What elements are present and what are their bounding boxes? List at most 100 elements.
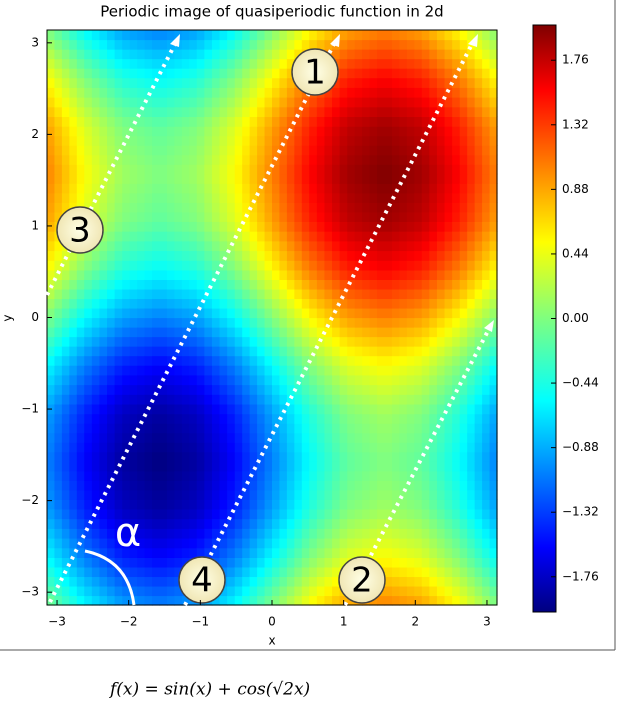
heatmap-cell xyxy=(99,269,108,281)
heatmap-cell xyxy=(249,288,258,300)
heatmap-cell xyxy=(174,202,183,213)
heatmap-cell xyxy=(377,106,386,118)
heatmap-cell xyxy=(257,355,266,366)
heatmap-cell xyxy=(414,537,423,549)
heatmap-cell xyxy=(421,374,430,386)
heatmap-cell xyxy=(249,595,258,606)
heatmap-cell xyxy=(399,192,408,203)
heatmap-cell xyxy=(257,288,266,300)
heatmap-cell xyxy=(249,39,258,50)
heatmap-cell xyxy=(211,470,221,481)
heatmap-cell xyxy=(384,58,393,69)
heatmap-cell xyxy=(47,97,56,108)
heatmap-cell xyxy=(129,39,138,50)
heatmap-cell xyxy=(309,221,318,232)
heatmap-cell xyxy=(399,183,408,194)
heatmap-cell xyxy=(249,528,258,539)
heatmap-cell xyxy=(467,164,476,175)
heatmap-cell xyxy=(444,508,453,520)
heatmap-cell xyxy=(272,442,281,453)
heatmap-cell xyxy=(391,566,400,578)
heatmap-cell xyxy=(196,279,205,290)
heatmap-cell xyxy=(452,221,461,232)
heatmap-cell xyxy=(129,126,138,137)
heatmap-cell xyxy=(286,336,295,347)
heatmap-cell xyxy=(174,269,183,281)
heatmap-cell xyxy=(339,461,348,472)
heatmap-cell xyxy=(47,164,56,175)
heatmap-cell xyxy=(242,451,251,462)
heatmap-cell xyxy=(137,336,146,347)
heatmap-cell xyxy=(354,374,363,386)
heatmap-cell xyxy=(399,432,408,443)
heatmap-cell xyxy=(474,346,483,357)
heatmap-cell xyxy=(474,269,483,281)
heatmap-cell xyxy=(421,566,430,578)
heatmap-cell xyxy=(489,154,498,165)
heatmap-cell xyxy=(54,317,63,328)
heatmap-cell xyxy=(76,307,85,319)
heatmap-cell xyxy=(467,317,476,328)
heatmap-cell xyxy=(324,202,333,213)
heatmap-cell xyxy=(286,566,295,578)
heatmap-cell xyxy=(166,317,175,328)
heatmap-cell xyxy=(286,164,295,175)
heatmap-cell xyxy=(339,384,348,395)
heatmap-cell xyxy=(279,269,288,281)
heatmap-cell xyxy=(137,288,146,300)
heatmap-cell xyxy=(204,346,213,357)
heatmap-cell xyxy=(301,106,310,118)
heatmap-cell xyxy=(91,39,101,50)
heatmap-cell xyxy=(377,49,386,60)
heatmap-cell xyxy=(54,126,63,137)
heatmap-cell xyxy=(272,470,281,481)
heatmap-cell xyxy=(286,489,295,500)
heatmap-cell xyxy=(196,528,205,539)
heatmap-cell xyxy=(391,480,400,491)
heatmap-cell xyxy=(369,202,378,213)
annotation-label: 4 xyxy=(191,561,213,601)
heatmap-cell xyxy=(414,116,423,127)
heatmap-cell xyxy=(61,451,70,462)
heatmap-cell xyxy=(369,489,378,500)
heatmap-cell xyxy=(196,547,205,558)
heatmap-cell xyxy=(391,58,400,69)
heatmap-cell xyxy=(316,355,326,366)
heatmap-cell xyxy=(91,164,101,175)
heatmap-cell xyxy=(309,432,318,443)
heatmap-cell xyxy=(211,87,221,98)
heatmap-cell xyxy=(474,221,483,232)
heatmap-cell xyxy=(406,394,415,405)
heatmap-cell xyxy=(316,576,326,587)
heatmap-cell xyxy=(264,317,273,328)
heatmap-cell xyxy=(406,499,415,510)
heatmap-cell xyxy=(249,202,258,213)
heatmap-cell xyxy=(354,432,363,443)
heatmap-cell xyxy=(339,518,348,529)
heatmap-cell xyxy=(219,211,228,222)
heatmap-cell xyxy=(249,126,258,137)
heatmap-cell xyxy=(211,537,221,549)
heatmap-cell xyxy=(362,403,371,415)
heatmap-cell xyxy=(347,307,356,319)
heatmap-cell xyxy=(189,288,198,300)
heatmap-cell xyxy=(144,528,153,539)
heatmap-cell xyxy=(61,557,70,568)
heatmap-cell xyxy=(339,221,348,232)
heatmap-cell xyxy=(286,106,295,118)
heatmap-cell xyxy=(84,116,93,127)
heatmap-cell xyxy=(166,327,175,338)
heatmap-cell xyxy=(84,145,93,156)
heatmap-cell xyxy=(421,432,430,443)
heatmap-cell xyxy=(421,413,430,424)
heatmap-cell xyxy=(377,183,386,194)
heatmap-cell xyxy=(159,231,168,242)
heatmap-cell xyxy=(467,211,476,222)
heatmap-cell xyxy=(107,211,116,222)
heatmap-cell xyxy=(467,106,476,118)
heatmap-cell xyxy=(122,557,131,568)
heatmap-cell xyxy=(76,288,85,300)
heatmap-cell xyxy=(107,336,116,347)
heatmap-cell xyxy=(444,327,453,338)
heatmap-cell xyxy=(264,97,273,108)
